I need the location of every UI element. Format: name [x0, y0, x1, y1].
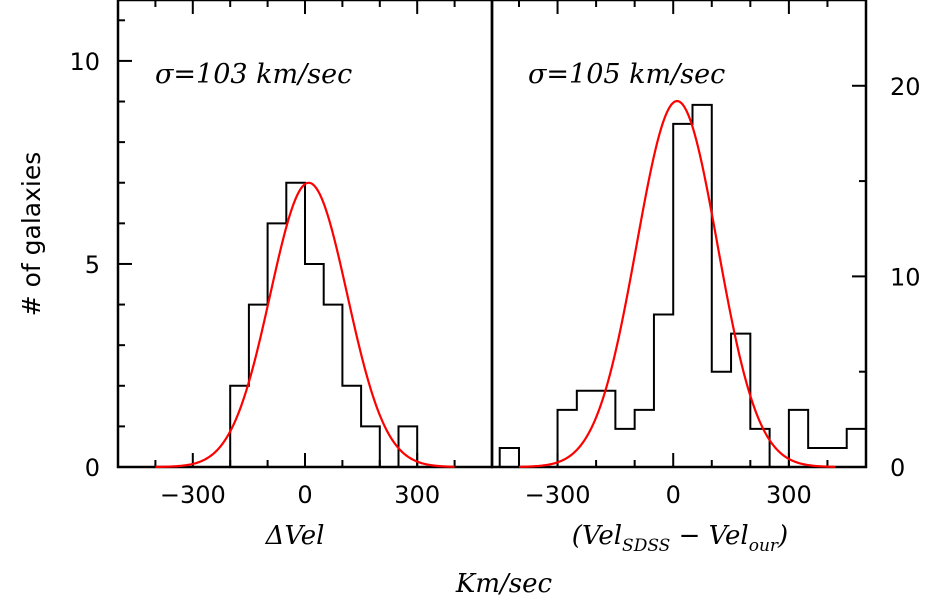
right-x-axis-label-mid: − Vel: [670, 521, 748, 551]
right-x-axis-label-end: ): [777, 521, 788, 551]
right-x-tick-label: 300: [766, 481, 812, 509]
left-x-tick-label: 0: [297, 481, 312, 509]
left-sigma-annotation: σ=103 km/sec: [155, 59, 352, 90]
shared-x-axis-label: Km/sec: [455, 569, 553, 599]
left-y-tick-label: 0: [85, 454, 100, 482]
left-gaussian-fit: [155, 181, 455, 468]
right-panel-frame: [490, 0, 868, 469]
right-x-tick-label: 0: [666, 481, 681, 509]
right-x-axis-label-sub1: SDSS: [622, 536, 670, 556]
right-y-tick-label: 20: [890, 73, 921, 101]
right-gaussian-fit: [518, 99, 836, 468]
right-y-tick-label: 10: [890, 263, 921, 291]
left-x-tick-label: 300: [394, 481, 440, 509]
left-x-axis-label: ΔVel: [265, 521, 325, 551]
right-x-axis-label-sub2: our: [749, 536, 779, 556]
left-y-tick-label: 10: [69, 48, 100, 76]
left-y-tick-label: 5: [85, 251, 100, 279]
right-x-axis-label-main: (Vel: [572, 521, 622, 551]
left-axis-ticks: [118, 0, 456, 467]
right-x-axis-label: (VelSDSS − Velour): [572, 521, 788, 556]
left-x-tick-label: −300: [160, 481, 226, 509]
right-histogram: [498, 103, 867, 468]
y-axis-label: # of galaxies: [17, 152, 46, 317]
left-histogram: [229, 181, 419, 468]
right-y-tick-label: 0: [890, 454, 905, 482]
right-x-tick-label: −300: [525, 481, 591, 509]
right-sigma-annotation: σ=105 km/sec: [528, 59, 725, 90]
